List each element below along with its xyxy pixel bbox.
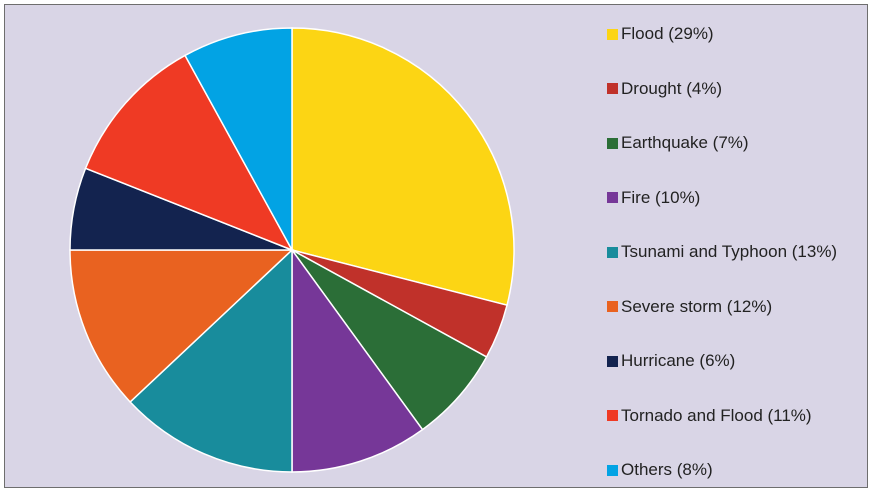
legend-item-5: Severe storm (12%) [607,293,837,321]
legend-label-8: Others (8%) [621,460,713,479]
legend-item-8: Others (8%) [607,456,837,484]
legend-label-3: Fire (10%) [621,187,701,207]
legend-label-0: Flood (29%) [621,24,714,43]
legend-item-2: Earthquake (7%) [607,129,837,157]
pie-slice-7 [84,54,294,252]
legend-label-1: Drought (4%) [621,78,723,98]
legend-label-6: Hurricane (6%) [621,351,736,370]
chart-area: Flood (29%) Drought (4%) Earthquake (7%) Fi… [4,4,868,488]
legend-swatch-4 [607,246,618,258]
legend-label-5: Severe storm (12%) [621,296,773,316]
legend-swatch-8 [607,464,618,476]
legend-item-6: Hurricane (6%) [607,347,837,375]
pie-slice-0 [291,27,515,307]
legend-swatch-0 [607,28,618,40]
legend-swatch-7 [607,410,618,421]
legend-item-7: Tornado and Flood (11%) [607,402,837,430]
legend-label-7: Tornado and Flood (11%) [621,405,812,425]
legend-swatch-2 [607,137,618,149]
pie-slice-8 [184,27,293,251]
legend-swatch-1 [607,83,618,94]
legend-item-1: Drought (4%) [607,75,837,103]
pie-slice-3 [291,247,424,473]
legend-swatch-5 [607,301,618,312]
pie-chart [69,27,515,473]
legend-item-4: Tsunami and Typhoon (13%) [607,238,837,266]
legend-label-4: Tsunami and Typhoon (13%) [621,242,838,261]
legend-swatch-6 [607,355,618,367]
legend-label-2: Earthquake (7%) [621,133,749,152]
chart-legend: Flood (29%) Drought (4%) Earthquake (7%) Fi… [607,20,837,487]
legend-item-3: Fire (10%) [607,184,837,212]
legend-swatch-3 [607,192,618,203]
legend-item-0: Flood (29%) [607,20,837,48]
pie-slice-5 [69,249,294,404]
pie-slice-4 [129,248,293,473]
